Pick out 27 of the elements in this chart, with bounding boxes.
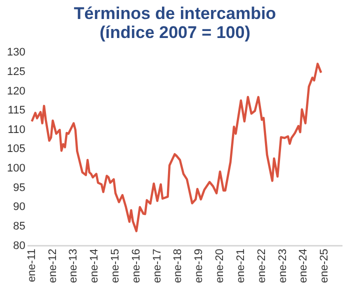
x-tick-label: ene-23	[276, 248, 289, 284]
y-tick-label: 110	[8, 124, 26, 136]
x-tick-label: ene-13	[68, 248, 80, 284]
x-tick-label: ene-12	[46, 248, 59, 284]
chart-title: Términos de intercambio (índice 2007 = 100)	[72, 4, 278, 42]
x-tick-label: ene-16	[130, 248, 142, 284]
y-tick-label: 100	[6, 162, 26, 175]
x-tick-label: ene-15	[110, 248, 122, 284]
y-tick-label: 130	[6, 46, 26, 59]
x-tick-label: ene-20	[214, 248, 226, 284]
x-tick-label: ene-18	[172, 248, 184, 284]
x-tick-label: ene-19	[193, 248, 206, 284]
y-tick-label: 80	[13, 240, 26, 252]
x-tick-label: ene-11	[26, 248, 38, 282]
y-tick-label: 115	[8, 104, 26, 117]
x-tick-label: ene-25	[318, 248, 331, 284]
x-tick-label: ene-14	[88, 248, 101, 284]
y-tick-label: 95	[13, 182, 26, 194]
y-tick-label: 125	[6, 66, 26, 78]
y-tick-label: 85	[13, 220, 26, 232]
y-tick-label: 105	[6, 143, 26, 156]
x-tick-label: ene-22	[256, 248, 268, 284]
x-tick-label: ene-17	[151, 248, 164, 284]
x-tick-label: ene-21	[234, 248, 247, 284]
y-tick-label: 90	[13, 201, 26, 214]
y-tick-label: 120	[6, 85, 26, 98]
x-tick-label: ene-24	[298, 248, 310, 284]
